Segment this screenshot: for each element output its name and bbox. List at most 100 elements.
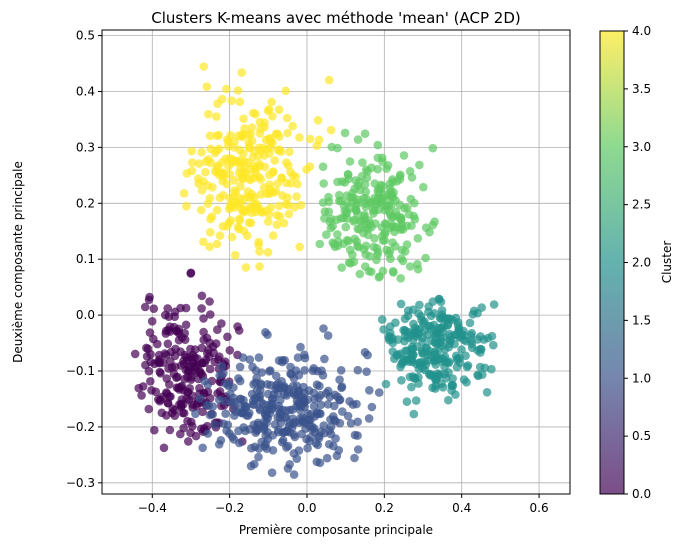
data-point (235, 215, 245, 225)
data-point (238, 353, 248, 362)
data-point (433, 323, 443, 333)
x-axis-label: Première composante principale (239, 523, 433, 537)
data-point (407, 221, 416, 230)
data-point (272, 220, 282, 229)
data-point (340, 178, 350, 187)
data-point (230, 411, 239, 420)
plot-frame (101, 29, 571, 495)
data-point (445, 336, 454, 345)
data-point (433, 369, 442, 378)
data-point (360, 129, 370, 138)
data-point (251, 428, 260, 438)
data-point (436, 297, 446, 307)
data-point (388, 267, 398, 276)
data-point (421, 253, 430, 263)
data-point (182, 201, 191, 211)
data-point (146, 350, 155, 359)
data-point (265, 143, 275, 153)
data-point (246, 218, 256, 228)
data-point (358, 158, 367, 167)
data-point (174, 335, 184, 345)
data-point (225, 346, 235, 355)
data-point (398, 256, 408, 266)
x-tick-label: −0.2 (215, 501, 244, 515)
data-point (274, 105, 284, 114)
data-point (223, 135, 232, 144)
data-point (155, 358, 164, 367)
data-point (323, 331, 333, 340)
data-point (361, 262, 370, 271)
data-point (283, 193, 292, 202)
data-point (278, 436, 288, 445)
data-point (199, 237, 208, 247)
data-point (353, 365, 363, 375)
data-point (256, 175, 266, 184)
data-point (477, 303, 487, 312)
data-point (382, 164, 391, 173)
data-point (413, 234, 423, 243)
data-point (229, 186, 239, 195)
data-point (191, 409, 200, 419)
data-point (303, 443, 312, 453)
data-point (251, 207, 260, 217)
data-point (255, 262, 264, 271)
data-point (400, 247, 410, 256)
chart-title: Clusters K-means avec méthode 'mean' (AC… (151, 9, 521, 27)
data-point (337, 263, 347, 272)
data-point (351, 205, 361, 215)
data-point (183, 372, 192, 382)
data-point (289, 470, 299, 479)
data-point (237, 205, 246, 214)
data-point (188, 158, 197, 167)
colorbar-label: Cluster (660, 241, 674, 284)
data-point (284, 161, 293, 170)
data-point (214, 130, 223, 140)
data-point (280, 413, 290, 423)
data-point (428, 143, 438, 153)
data-point (137, 391, 146, 400)
data-point (134, 383, 143, 393)
data-point (230, 200, 240, 210)
data-point (395, 175, 405, 184)
data-point (345, 397, 354, 406)
y-tick-label: 0.2 (76, 196, 95, 210)
data-point (236, 394, 245, 404)
data-point (291, 172, 301, 181)
x-tick-label: 0.6 (530, 501, 549, 515)
data-point (289, 419, 298, 429)
data-point (404, 210, 414, 219)
data-point (391, 318, 400, 328)
data-point (188, 391, 197, 401)
data-point (144, 295, 154, 305)
data-point (361, 250, 371, 259)
data-point (417, 315, 426, 325)
data-point (270, 156, 280, 165)
data-point (237, 68, 246, 77)
data-point (204, 109, 213, 119)
data-point (155, 367, 165, 377)
data-point (222, 179, 232, 189)
data-point (223, 332, 232, 342)
data-point (480, 363, 490, 373)
data-point (467, 343, 477, 353)
data-point (349, 217, 358, 226)
data-point (210, 148, 220, 158)
data-point (444, 368, 453, 377)
data-point (212, 205, 222, 215)
data-point (234, 224, 243, 234)
data-point (396, 274, 406, 283)
colorbar-tick-label: 4.0 (632, 24, 651, 38)
colorbar-tick-label: 0.0 (632, 487, 651, 501)
data-point (477, 345, 486, 354)
data-point (190, 345, 200, 354)
data-point (202, 400, 212, 410)
data-point (130, 349, 140, 359)
data-point (295, 133, 304, 142)
data-point (179, 359, 189, 369)
data-point (168, 404, 177, 413)
data-point (207, 212, 217, 221)
data-point (373, 140, 383, 150)
data-point (281, 86, 291, 96)
data-point (353, 135, 363, 144)
data-point (322, 453, 332, 463)
